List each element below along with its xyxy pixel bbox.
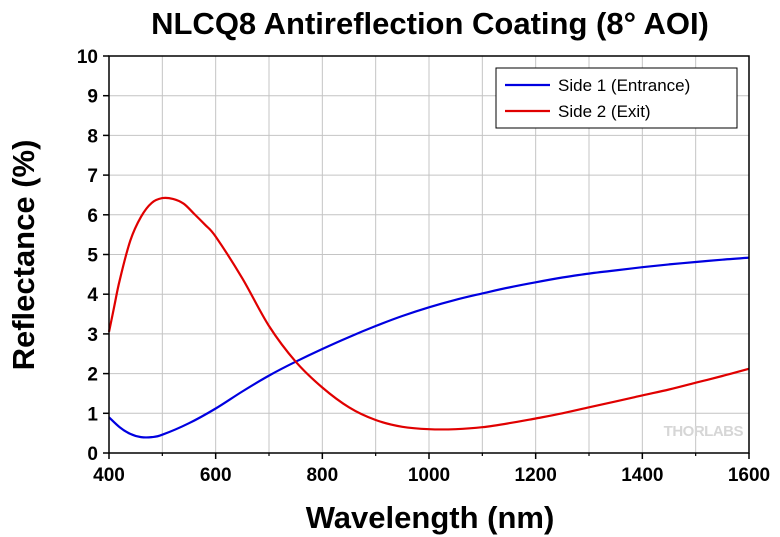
y-tick-label: 9 <box>87 87 98 108</box>
legend: Side 1 (Entrance) Side 2 (Exit) <box>495 67 738 129</box>
y-tick-label: 4 <box>87 285 98 306</box>
y-tick-label: 10 <box>77 47 98 68</box>
y-tick-label: 1 <box>87 404 98 425</box>
x-axis-label: Wavelength (nm) <box>306 500 555 535</box>
x-tick-label: 800 <box>306 465 338 486</box>
series-line-1 <box>108 256 750 439</box>
y-tick-label: 7 <box>87 166 98 187</box>
x-tick-label: 400 <box>93 465 125 486</box>
x-tick-label: 1000 <box>408 465 450 486</box>
y-tick-label: 6 <box>87 206 98 227</box>
chart-title: NLCQ8 Antireflection Coating (8° AOI) <box>151 6 709 41</box>
legend-box <box>495 67 738 129</box>
series-line-2 <box>107 196 750 431</box>
ticks: 400 600 800 1000 1200 1400 1600 0 1 2 3 4 5 6 7 8 9 10 <box>77 47 770 486</box>
x-tick-label: 600 <box>200 465 232 486</box>
legend-label-2: Side 2 (Exit) <box>558 102 651 121</box>
x-tick-label: 1400 <box>621 465 663 486</box>
y-tick-label: 8 <box>87 126 98 147</box>
y-tick-label: 3 <box>87 325 98 346</box>
y-tick-label: 2 <box>87 365 98 386</box>
x-tick-label: 1200 <box>515 465 557 486</box>
y-tick-label: 0 <box>87 444 98 465</box>
thorlabs-watermark: THORLABS <box>664 423 744 440</box>
y-tick-label: 5 <box>87 246 98 267</box>
series-layer <box>107 196 750 439</box>
y-axis-label: Reflectance (%) <box>6 140 41 371</box>
x-tick-label: 1600 <box>728 465 770 486</box>
legend-label-1: Side 1 (Entrance) <box>558 76 690 95</box>
